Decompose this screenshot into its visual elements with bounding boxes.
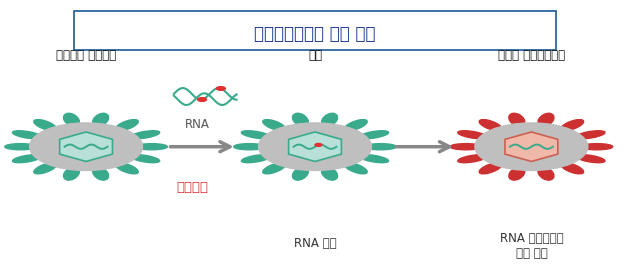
Ellipse shape bbox=[479, 120, 502, 131]
Text: 새로운 변이바이러스: 새로운 변이바이러스 bbox=[498, 49, 565, 62]
Ellipse shape bbox=[458, 131, 487, 139]
Ellipse shape bbox=[576, 131, 605, 139]
Ellipse shape bbox=[263, 163, 285, 174]
Text: RNA: RNA bbox=[185, 118, 210, 131]
Circle shape bbox=[258, 123, 372, 171]
Text: 변이바이러스의 생성 과정: 변이바이러스의 생성 과정 bbox=[255, 25, 375, 44]
Circle shape bbox=[198, 98, 207, 101]
Ellipse shape bbox=[34, 163, 57, 174]
Ellipse shape bbox=[538, 167, 554, 180]
Ellipse shape bbox=[135, 144, 168, 150]
Ellipse shape bbox=[292, 113, 309, 126]
Circle shape bbox=[475, 123, 588, 171]
Ellipse shape bbox=[538, 113, 554, 126]
Ellipse shape bbox=[263, 120, 285, 131]
Polygon shape bbox=[60, 132, 113, 162]
Circle shape bbox=[315, 143, 322, 146]
Ellipse shape bbox=[365, 144, 396, 150]
Ellipse shape bbox=[458, 155, 487, 163]
Text: RNA 바이러스의
활동 변화: RNA 바이러스의 활동 변화 bbox=[500, 232, 563, 260]
Circle shape bbox=[30, 123, 142, 171]
Circle shape bbox=[217, 87, 226, 90]
Ellipse shape bbox=[509, 167, 525, 180]
Ellipse shape bbox=[130, 131, 159, 139]
Ellipse shape bbox=[34, 120, 57, 131]
Ellipse shape bbox=[345, 163, 367, 174]
Ellipse shape bbox=[359, 155, 389, 163]
Ellipse shape bbox=[241, 131, 271, 139]
Ellipse shape bbox=[115, 163, 139, 174]
Ellipse shape bbox=[64, 167, 79, 180]
Ellipse shape bbox=[359, 131, 389, 139]
Ellipse shape bbox=[234, 144, 265, 150]
Ellipse shape bbox=[13, 131, 42, 139]
Ellipse shape bbox=[581, 144, 613, 150]
Ellipse shape bbox=[561, 163, 583, 174]
Ellipse shape bbox=[292, 167, 309, 180]
Polygon shape bbox=[289, 132, 341, 162]
Ellipse shape bbox=[345, 120, 367, 131]
Ellipse shape bbox=[321, 113, 338, 126]
Ellipse shape bbox=[321, 167, 338, 180]
Ellipse shape bbox=[576, 155, 605, 163]
Text: 인수감염 바이러스: 인수감염 바이러스 bbox=[56, 49, 116, 62]
Ellipse shape bbox=[13, 155, 42, 163]
Ellipse shape bbox=[93, 167, 108, 180]
Ellipse shape bbox=[93, 113, 108, 126]
Ellipse shape bbox=[509, 113, 525, 126]
Ellipse shape bbox=[450, 144, 482, 150]
Polygon shape bbox=[505, 132, 558, 162]
FancyBboxPatch shape bbox=[74, 11, 556, 50]
Ellipse shape bbox=[64, 113, 79, 126]
Ellipse shape bbox=[479, 163, 502, 174]
Ellipse shape bbox=[5, 144, 37, 150]
Ellipse shape bbox=[241, 155, 271, 163]
Ellipse shape bbox=[130, 155, 159, 163]
Ellipse shape bbox=[115, 120, 139, 131]
Text: 돌연변이: 돌연변이 bbox=[176, 181, 209, 194]
Text: 변이: 변이 bbox=[308, 49, 322, 62]
Text: RNA 변이: RNA 변이 bbox=[294, 237, 336, 250]
Ellipse shape bbox=[561, 120, 583, 131]
